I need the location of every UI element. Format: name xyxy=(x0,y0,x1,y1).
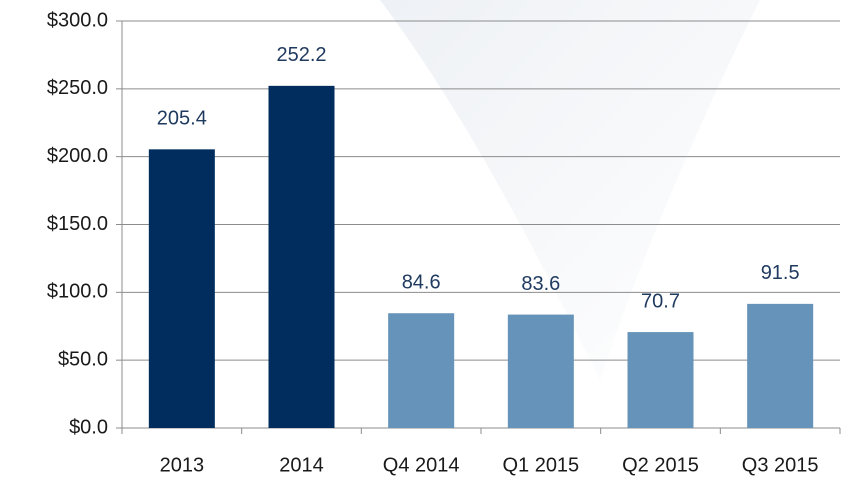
background-swoosh xyxy=(380,0,760,380)
data-label: 70.7 xyxy=(641,290,680,312)
y-tick-label: $0.0 xyxy=(69,416,108,438)
x-tick-label: 2014 xyxy=(279,454,324,476)
x-tick-label: Q1 2015 xyxy=(502,454,579,476)
data-label: 91.5 xyxy=(761,262,800,284)
data-label: 84.6 xyxy=(402,272,441,294)
y-tick-label: $100.0 xyxy=(47,281,108,303)
data-label: 205.4 xyxy=(157,108,207,130)
y-tick-label: $150.0 xyxy=(47,213,108,235)
y-tick-label: $200.0 xyxy=(47,145,108,167)
x-tick-label: Q2 2015 xyxy=(622,454,699,476)
bar xyxy=(507,314,574,428)
bar xyxy=(627,332,694,428)
y-tick-label: $300.0 xyxy=(47,9,108,31)
bar xyxy=(747,303,814,428)
bar xyxy=(388,313,455,428)
bar xyxy=(148,149,215,428)
x-tick-label: Q4 2014 xyxy=(383,454,460,476)
data-label: 83.6 xyxy=(521,273,560,295)
y-tick-label: $50.0 xyxy=(58,348,108,370)
bar xyxy=(268,85,335,428)
x-tick-label: 2013 xyxy=(160,454,205,476)
x-tick-label: Q3 2015 xyxy=(742,454,819,476)
data-label: 252.2 xyxy=(276,44,326,66)
y-tick-label: $250.0 xyxy=(47,77,108,99)
